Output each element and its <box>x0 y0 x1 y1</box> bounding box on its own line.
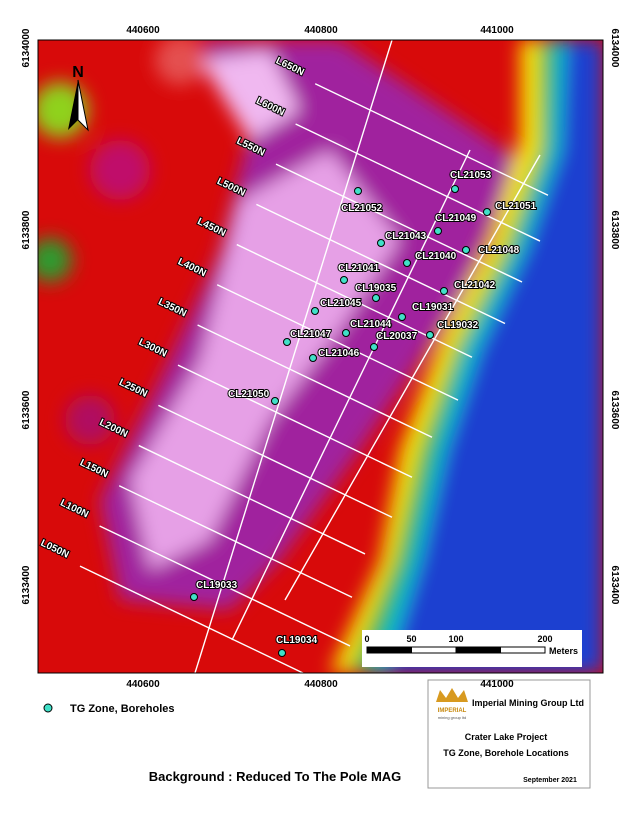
borehole-label: CL21042 <box>454 280 496 291</box>
borehole <box>462 246 470 254</box>
borehole-label: CL21050 <box>228 389 270 400</box>
borehole-label: CL21052 <box>341 203 383 214</box>
logo-name: IMPERIAL <box>438 708 467 714</box>
survey-line <box>314 83 549 196</box>
y-axis-label: 6134000 <box>609 29 620 68</box>
borehole-label: CL19032 <box>437 320 479 331</box>
scale-segment <box>500 646 546 654</box>
borehole <box>271 397 279 405</box>
scale-segment <box>366 646 412 654</box>
borehole <box>354 187 362 195</box>
borehole-label: CL21040 <box>415 251 457 262</box>
borehole <box>190 593 198 601</box>
baseline <box>231 149 471 641</box>
borehole <box>278 649 286 657</box>
borehole-label: CL21048 <box>478 245 520 256</box>
borehole <box>311 307 319 315</box>
borehole <box>309 354 317 362</box>
survey-line <box>99 525 351 647</box>
borehole-label: CL20037 <box>376 331 418 342</box>
borehole-label: CL21049 <box>435 213 477 224</box>
survey-line <box>216 284 459 401</box>
x-axis-label: 440600 <box>126 679 160 690</box>
y-axis-label: 6134000 <box>21 28 32 67</box>
subtitle: TG Zone, Borehole Locations <box>443 748 569 758</box>
borehole-label: CL19033 <box>196 580 238 591</box>
north-label: N <box>72 64 84 81</box>
survey-line <box>295 123 541 242</box>
borehole-label: CL19035 <box>355 283 397 294</box>
scale-label: 0 <box>364 634 369 644</box>
borehole-label: CL19031 <box>412 302 454 313</box>
scale-label: 50 <box>406 634 416 644</box>
survey-line <box>256 203 506 325</box>
y-axis-label: 6133600 <box>609 391 620 430</box>
scale-segment <box>411 646 457 654</box>
borehole <box>483 208 491 216</box>
scale-segment <box>455 646 501 654</box>
x-axis-label: 440800 <box>304 679 338 690</box>
borehole-label: CL21044 <box>350 319 392 330</box>
heatmap <box>38 40 603 673</box>
baseline <box>194 40 393 673</box>
borehole-label: CL21041 <box>338 263 380 274</box>
logo-sub: mining group ltd <box>438 715 466 720</box>
borehole-label: CL21053 <box>450 170 492 181</box>
scale-label: 200 <box>537 634 552 644</box>
legend-symbol <box>43 703 53 713</box>
borehole-label: CL21051 <box>495 201 537 212</box>
north-arrow: N <box>68 64 89 132</box>
survey-line <box>158 404 393 518</box>
borehole <box>370 343 378 351</box>
borehole-label: CL21045 <box>320 298 362 309</box>
legend-label: TG Zone, Boreholes <box>70 703 175 715</box>
footer: Background : Reduced To The Pole MAG <box>149 769 402 784</box>
borehole <box>342 329 350 337</box>
survey-line <box>177 364 413 478</box>
y-axis-label: 6133800 <box>21 210 32 249</box>
survey-line <box>138 444 366 555</box>
y-axis-label: 6133600 <box>21 390 32 429</box>
logo <box>436 688 468 702</box>
survey-line <box>236 243 473 358</box>
project: Crater Lake Project <box>465 732 548 742</box>
borehole <box>377 239 385 247</box>
borehole <box>398 313 406 321</box>
x-axis-label: 440800 <box>304 25 338 36</box>
baseline <box>284 154 541 601</box>
borehole <box>426 331 434 339</box>
survey-line <box>197 324 433 438</box>
y-axis-label: 6133800 <box>609 211 620 250</box>
borehole <box>340 276 348 284</box>
survey-line <box>79 565 305 673</box>
borehole-label: CL21047 <box>290 329 332 340</box>
scale-label: 100 <box>448 634 463 644</box>
x-axis-label: 441000 <box>480 25 514 36</box>
date: September 2021 <box>523 777 577 784</box>
borehole <box>434 227 442 235</box>
x-axis-label: 441000 <box>480 679 514 690</box>
borehole <box>451 185 459 193</box>
y-axis-label: 6133400 <box>609 566 620 605</box>
borehole-label: CL21043 <box>385 231 427 242</box>
borehole <box>403 259 411 267</box>
borehole <box>283 338 291 346</box>
survey-line <box>275 163 523 283</box>
borehole-label: CL19034 <box>276 635 318 646</box>
x-axis-label: 440600 <box>126 25 160 36</box>
y-axis-label: 6133400 <box>21 565 32 604</box>
scale-unit: Meters <box>549 646 578 656</box>
borehole <box>372 294 380 302</box>
borehole <box>440 287 448 295</box>
company: Imperial Mining Group Ltd <box>472 698 584 708</box>
borehole-label: CL21046 <box>318 348 360 359</box>
